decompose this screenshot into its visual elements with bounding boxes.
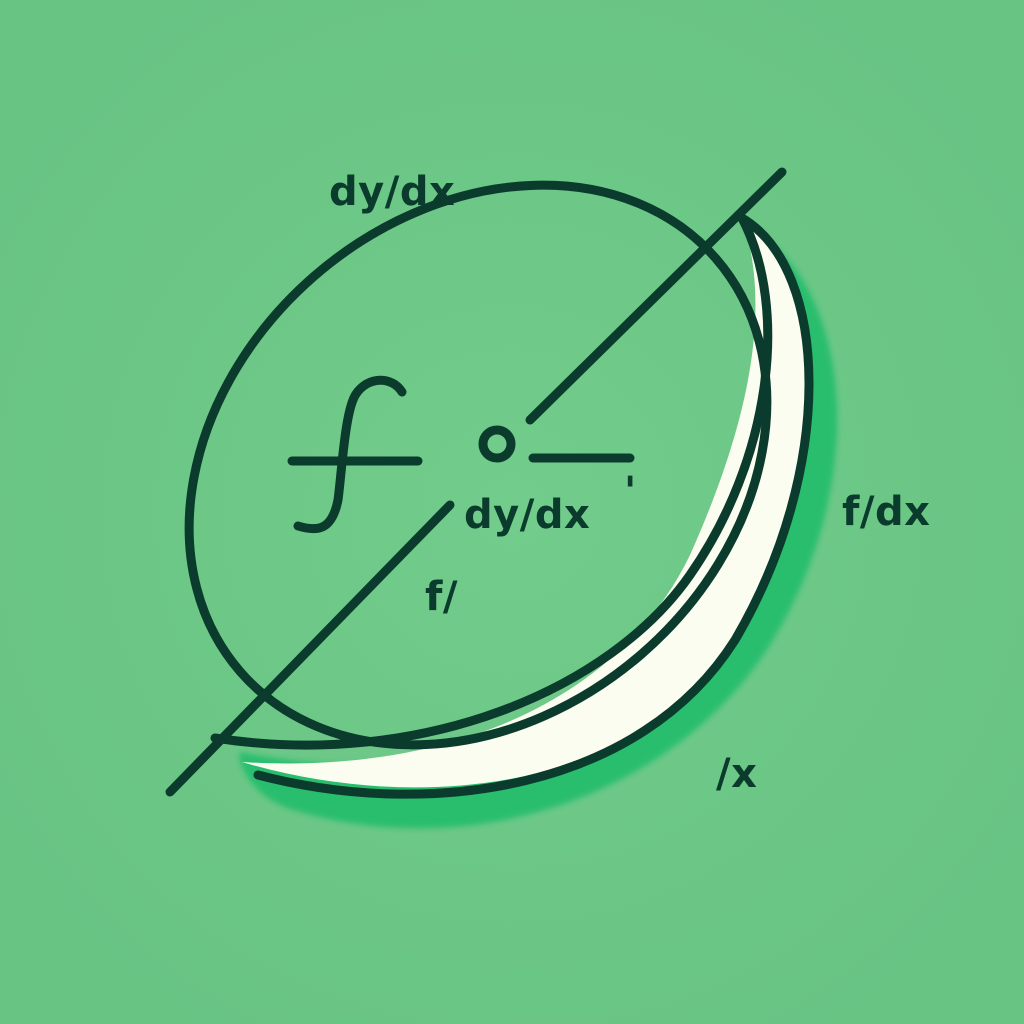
label-top: dy/dx bbox=[329, 169, 455, 215]
label-center: dy/dx bbox=[464, 492, 590, 538]
label-center-mark: ' bbox=[624, 469, 637, 515]
label-right: f/dx bbox=[842, 489, 930, 535]
label-bottom: /x bbox=[716, 751, 757, 797]
label-inner: f/ bbox=[425, 574, 458, 620]
